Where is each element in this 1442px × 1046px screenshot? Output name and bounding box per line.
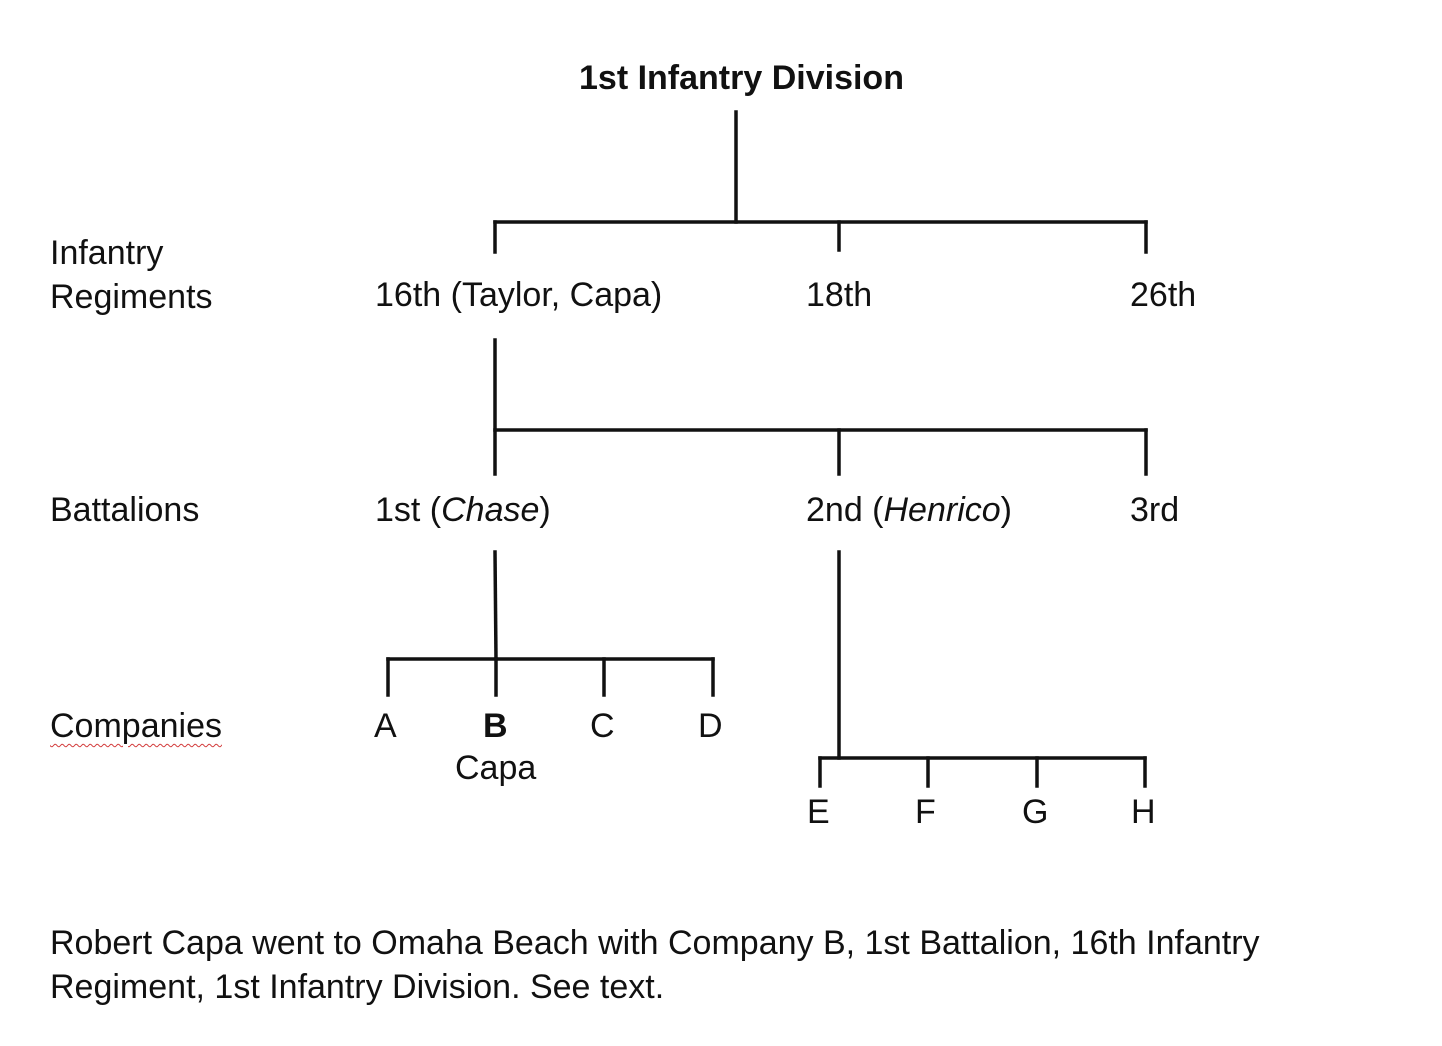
company-b-note: Capa	[455, 749, 537, 787]
row-label-regiments: Infantry Regiments	[50, 234, 213, 316]
caption-text: Robert Capa went to Omaha Beach with Com…	[50, 924, 1260, 1006]
regiment-18th: 18th	[806, 276, 873, 314]
row-label-battalions: Battalions	[50, 491, 200, 529]
company-d: D	[698, 707, 723, 745]
battalion-3rd: 3rd	[1130, 491, 1180, 529]
division-title: 1st Infantry Division	[579, 59, 904, 97]
regiment-26th: 26th	[1130, 276, 1197, 314]
battalion-2nd: 2nd (Henrico)	[806, 490, 1012, 530]
battalion-1st-ship: Chase	[441, 491, 540, 529]
battalion-1-stem	[493, 550, 498, 661]
battalion-2nd-ship: Henrico	[883, 491, 1001, 529]
company-c: C	[590, 707, 615, 745]
battalion-2nd-prefix: 2nd (	[806, 491, 884, 529]
regiment-16th: 16th (Taylor, Capa)	[375, 276, 663, 314]
battalion-1st-prefix: 1st (	[375, 491, 442, 529]
company-e: E	[807, 793, 830, 831]
battalion-2nd-suffix: )	[1000, 491, 1012, 529]
company-g: G	[1022, 793, 1049, 831]
company-h: H	[1131, 793, 1156, 831]
row-label-companies: Companies	[50, 707, 222, 745]
battalion-1st-suffix: )	[539, 491, 551, 529]
company-a: A	[374, 707, 397, 745]
company-f: F	[915, 793, 936, 831]
company-b: B	[483, 707, 508, 745]
battalion-1st: 1st (Chase)	[375, 490, 551, 530]
